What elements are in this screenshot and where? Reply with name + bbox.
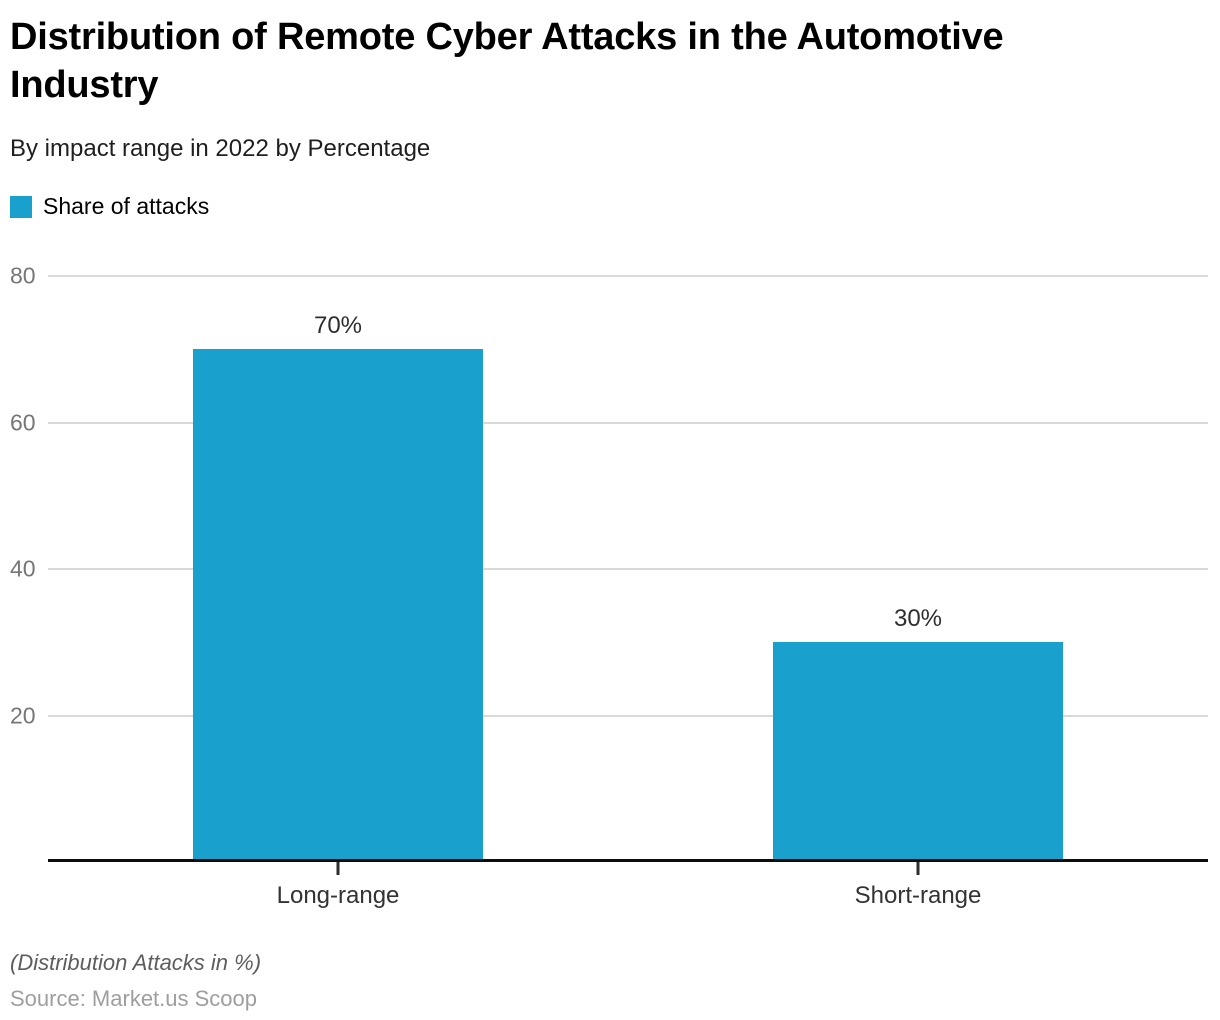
chart-subtitle: By impact range in 2022 by Percentage (10, 135, 431, 162)
chart-header: Distribution of Remote Cyber Attacks in … (0, 0, 1220, 220)
x-axis-tick-short-range (916, 862, 920, 875)
chart-footer: (Distribution Attacks in %) Source: Mark… (0, 950, 1220, 1012)
chart-title: Distribution of Remote Cyber Attacks in … (10, 16, 1004, 106)
y-axis-tick-label-60: 60 (10, 409, 36, 435)
chart-note: (Distribution Attacks in %) (10, 950, 262, 975)
chart-source: Source: Market.us Scoop (10, 986, 258, 1011)
x-axis-tick-long-range (336, 862, 340, 875)
x-axis-category-label-short-range: Short-range (854, 882, 982, 909)
gridline-y-40 (48, 568, 1208, 570)
gridline-y-60 (48, 421, 1208, 424)
bar-chart-plot-area: 20 40 60 80 70% Long-range 30% Short-range (0, 264, 1220, 909)
legend: Share of attacks (10, 193, 1210, 220)
y-axis-tick-label-40: 40 (10, 555, 36, 582)
gridline-y-80 (48, 275, 1208, 277)
gridline-y-20 (48, 714, 1208, 717)
x-axis-line (48, 859, 1208, 862)
legend-label: Share of attacks (43, 193, 210, 219)
bar-value-label-long-range: 70% (313, 312, 363, 340)
y-axis-tick-label-80: 80 (10, 262, 36, 289)
x-axis-category-label-long-range: Long-range (276, 882, 400, 909)
legend-swatch (10, 195, 32, 218)
bar-short-range (773, 642, 1063, 862)
bar-value-label-short-range: 30% (893, 605, 943, 633)
y-axis-tick-label-20: 20 (10, 702, 36, 728)
bar-long-range (193, 349, 483, 862)
